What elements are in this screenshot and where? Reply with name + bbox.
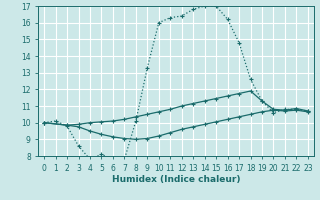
- X-axis label: Humidex (Indice chaleur): Humidex (Indice chaleur): [112, 175, 240, 184]
